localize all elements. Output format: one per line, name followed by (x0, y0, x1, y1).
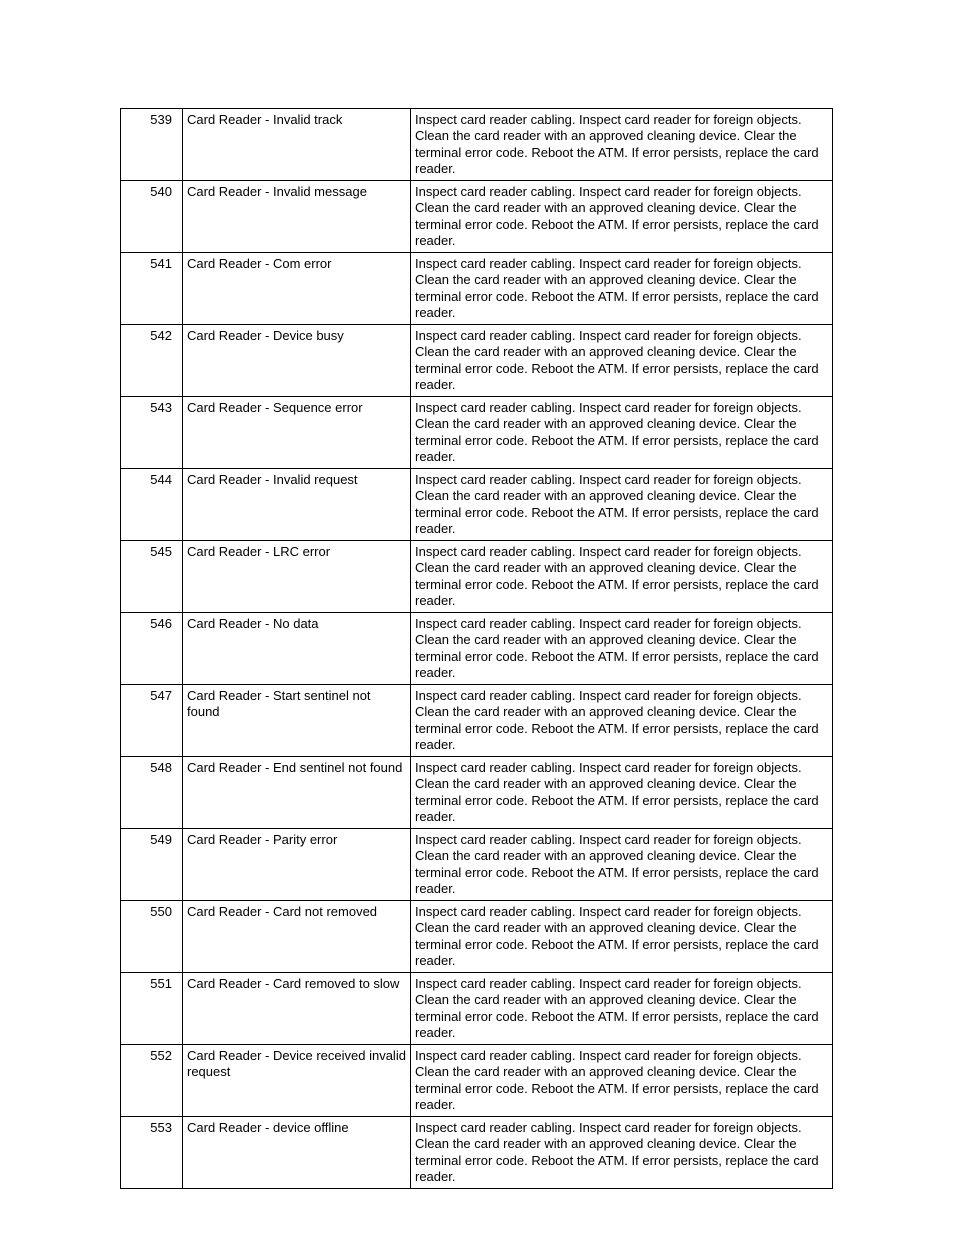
error-resolution: Inspect card reader cabling. Inspect car… (411, 541, 833, 613)
error-code: 549 (121, 829, 183, 901)
error-title: Card Reader - Card not removed (183, 901, 411, 973)
table-row: 541Card Reader - Com errorInspect card r… (121, 253, 833, 325)
error-resolution: Inspect card reader cabling. Inspect car… (411, 1117, 833, 1189)
error-resolution: Inspect card reader cabling. Inspect car… (411, 757, 833, 829)
table-row: 546Card Reader - No dataInspect card rea… (121, 613, 833, 685)
error-resolution: Inspect card reader cabling. Inspect car… (411, 253, 833, 325)
error-code: 548 (121, 757, 183, 829)
error-title: Card Reader - Invalid message (183, 181, 411, 253)
table-row: 547Card Reader - Start sentinel not foun… (121, 685, 833, 757)
error-title: Card Reader - Card removed to slow (183, 973, 411, 1045)
table-row: 552Card Reader - Device received invalid… (121, 1045, 833, 1117)
error-resolution: Inspect card reader cabling. Inspect car… (411, 685, 833, 757)
error-code-table: 539Card Reader - Invalid trackInspect ca… (120, 108, 833, 1189)
table-row: 542Card Reader - Device busyInspect card… (121, 325, 833, 397)
error-resolution: Inspect card reader cabling. Inspect car… (411, 397, 833, 469)
table-row: 550Card Reader - Card not removedInspect… (121, 901, 833, 973)
error-resolution: Inspect card reader cabling. Inspect car… (411, 901, 833, 973)
error-code: 547 (121, 685, 183, 757)
error-title: Card Reader - Invalid request (183, 469, 411, 541)
error-resolution: Inspect card reader cabling. Inspect car… (411, 109, 833, 181)
table-row: 540Card Reader - Invalid messageInspect … (121, 181, 833, 253)
table-row: 539Card Reader - Invalid trackInspect ca… (121, 109, 833, 181)
table-row: 543Card Reader - Sequence errorInspect c… (121, 397, 833, 469)
error-title: Card Reader - Parity error (183, 829, 411, 901)
error-resolution: Inspect card reader cabling. Inspect car… (411, 1045, 833, 1117)
error-title: Card Reader - Sequence error (183, 397, 411, 469)
error-resolution: Inspect card reader cabling. Inspect car… (411, 613, 833, 685)
error-resolution: Inspect card reader cabling. Inspect car… (411, 829, 833, 901)
table-row: 549Card Reader - Parity errorInspect car… (121, 829, 833, 901)
error-code: 542 (121, 325, 183, 397)
error-resolution: Inspect card reader cabling. Inspect car… (411, 469, 833, 541)
table-row: 548Card Reader - End sentinel not foundI… (121, 757, 833, 829)
error-code: 552 (121, 1045, 183, 1117)
table-row: 551Card Reader - Card removed to slowIns… (121, 973, 833, 1045)
page: 539Card Reader - Invalid trackInspect ca… (0, 0, 954, 1189)
error-code: 546 (121, 613, 183, 685)
error-code: 544 (121, 469, 183, 541)
error-title: Card Reader - Invalid track (183, 109, 411, 181)
error-code: 550 (121, 901, 183, 973)
error-title: Card Reader - Device busy (183, 325, 411, 397)
error-code: 541 (121, 253, 183, 325)
error-title: Card Reader - Device received invalid re… (183, 1045, 411, 1117)
error-code: 540 (121, 181, 183, 253)
error-resolution: Inspect card reader cabling. Inspect car… (411, 325, 833, 397)
error-code: 539 (121, 109, 183, 181)
error-title: Card Reader - Com error (183, 253, 411, 325)
error-code: 551 (121, 973, 183, 1045)
error-title: Card Reader - End sentinel not found (183, 757, 411, 829)
error-resolution: Inspect card reader cabling. Inspect car… (411, 973, 833, 1045)
table-row: 544Card Reader - Invalid requestInspect … (121, 469, 833, 541)
error-title: Card Reader - device offline (183, 1117, 411, 1189)
error-code: 545 (121, 541, 183, 613)
error-code: 543 (121, 397, 183, 469)
error-title: Card Reader - LRC error (183, 541, 411, 613)
error-resolution: Inspect card reader cabling. Inspect car… (411, 181, 833, 253)
table-row: 553Card Reader - device offlineInspect c… (121, 1117, 833, 1189)
error-code: 553 (121, 1117, 183, 1189)
error-title: Card Reader - Start sentinel not found (183, 685, 411, 757)
table-row: 545Card Reader - LRC errorInspect card r… (121, 541, 833, 613)
error-title: Card Reader - No data (183, 613, 411, 685)
